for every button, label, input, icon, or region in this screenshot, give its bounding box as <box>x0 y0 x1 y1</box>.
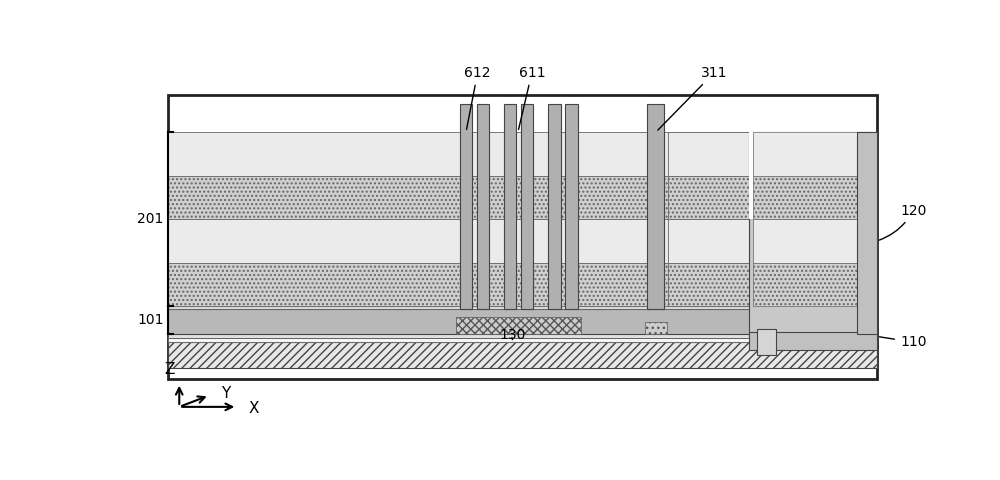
Bar <box>565 104 578 309</box>
Bar <box>460 104 472 309</box>
Bar <box>168 95 877 379</box>
Bar <box>757 329 776 355</box>
Bar <box>168 219 877 263</box>
Bar <box>504 104 516 309</box>
Bar <box>668 263 749 306</box>
Text: 110: 110 <box>879 335 926 349</box>
Bar <box>168 335 877 338</box>
Bar <box>668 219 749 263</box>
Text: 120: 120 <box>879 204 926 240</box>
Bar <box>456 316 581 335</box>
Text: Y: Y <box>221 386 230 401</box>
Bar <box>647 104 664 309</box>
Bar <box>168 306 877 309</box>
Bar <box>521 104 533 309</box>
Bar <box>668 176 749 219</box>
Bar <box>168 176 877 219</box>
Text: 311: 311 <box>658 66 727 130</box>
Bar <box>168 263 877 306</box>
Bar <box>749 132 857 219</box>
Bar <box>668 132 749 176</box>
Bar <box>168 338 877 342</box>
Text: X: X <box>249 401 259 416</box>
Text: 612: 612 <box>464 66 491 130</box>
Text: 130: 130 <box>499 328 526 342</box>
Bar <box>753 263 857 306</box>
Text: 201: 201 <box>137 212 164 226</box>
Bar <box>168 309 877 335</box>
Bar <box>749 132 877 337</box>
Bar <box>753 219 857 263</box>
Bar <box>477 104 489 309</box>
Bar <box>548 104 561 309</box>
Bar <box>749 332 877 350</box>
Bar <box>753 132 857 176</box>
Bar <box>645 322 667 335</box>
Text: 101: 101 <box>137 313 164 327</box>
Text: 611: 611 <box>519 66 545 130</box>
Bar <box>168 342 877 368</box>
Text: Z: Z <box>165 362 175 377</box>
Bar <box>857 132 877 335</box>
Bar <box>753 176 857 219</box>
Bar <box>168 132 877 176</box>
